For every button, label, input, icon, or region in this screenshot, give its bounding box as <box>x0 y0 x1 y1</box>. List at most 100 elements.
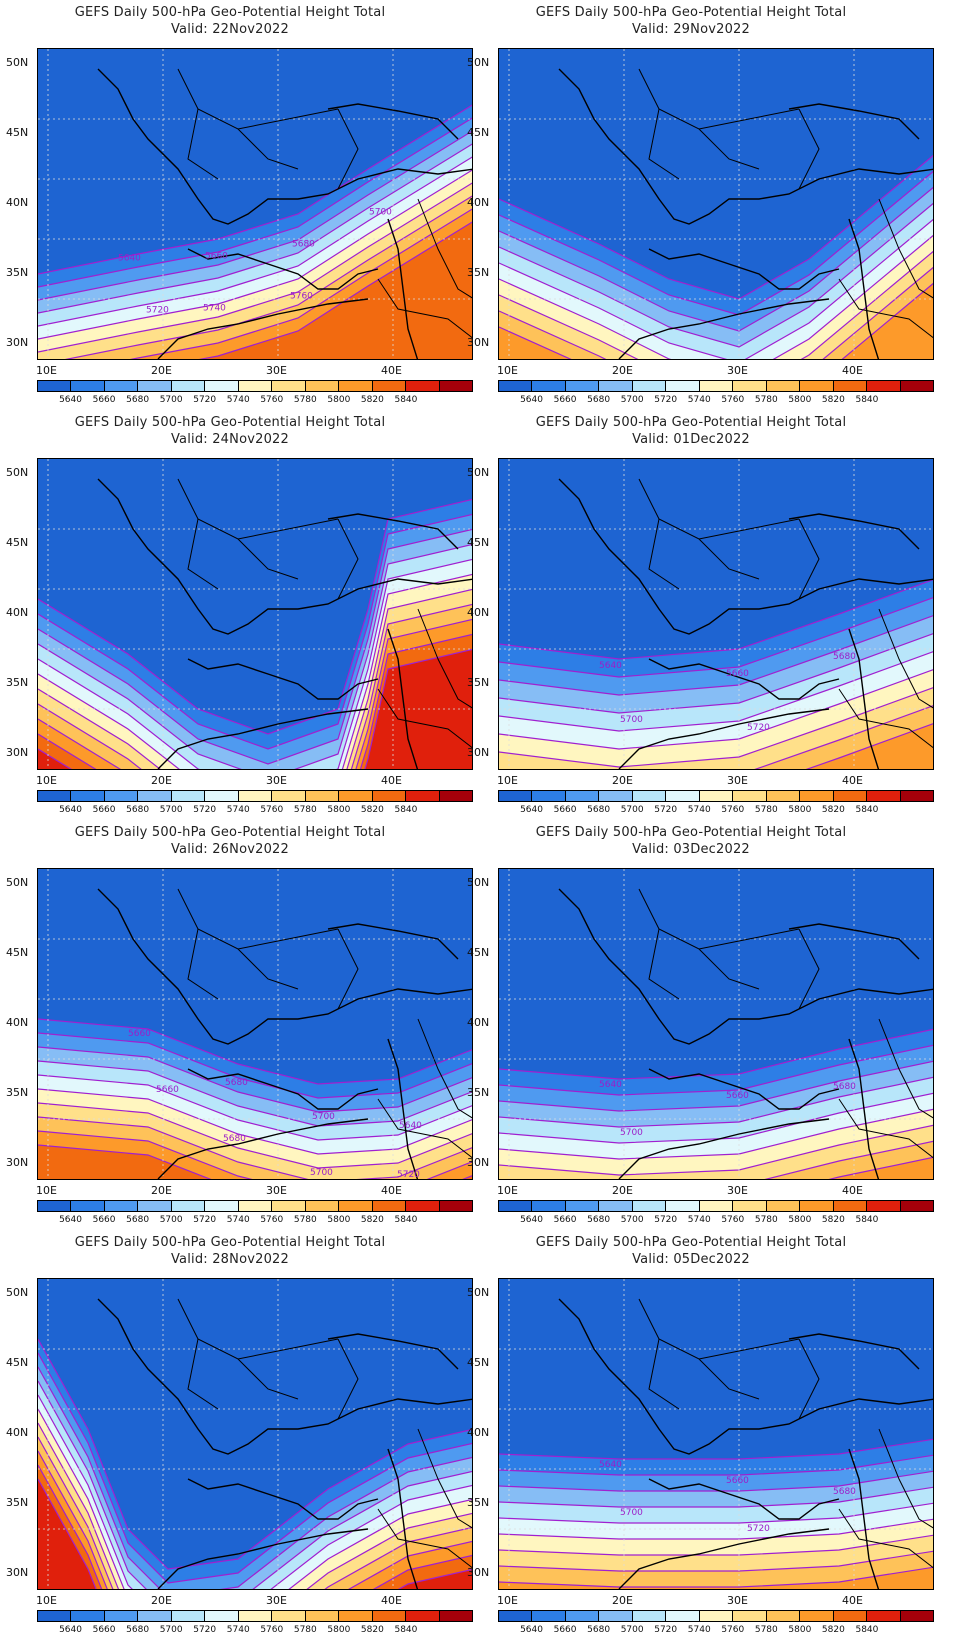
band-fill <box>38 1145 472 1179</box>
contour-line <box>38 1130 472 1179</box>
panel-valid-date: Valid: 26Nov2022 <box>170 842 290 857</box>
colorbar <box>37 790 473 802</box>
colorbar-tick-label: 5740 <box>226 1215 250 1225</box>
lat-label: 50N <box>6 876 29 889</box>
colorbar-swatch <box>766 791 801 801</box>
colorbar-tick-label: 5760 <box>260 805 284 815</box>
colorbar-swatch <box>71 381 105 391</box>
contour-label: 5640 <box>118 254 141 264</box>
contour-line <box>38 1394 472 1589</box>
colorbar-tick-label: 5780 <box>293 805 317 815</box>
contour-line <box>64 195 472 359</box>
colorbar-swatch <box>532 791 566 801</box>
contour-line <box>38 130 472 301</box>
lat-label: 45N <box>467 1356 490 1369</box>
lat-label: 40N <box>467 1016 490 1029</box>
contour-line <box>38 1338 472 1570</box>
contour-line <box>38 1408 472 1589</box>
contour-label: 5700 <box>620 1128 643 1138</box>
colorbar-swatch <box>766 381 801 391</box>
colorbar-tick-label: 5700 <box>620 1215 644 1225</box>
coastline <box>97 68 472 359</box>
colorbar-tick-label: 5640 <box>520 1625 543 1635</box>
colorbar-swatch <box>372 1611 407 1621</box>
colorbar-tick-label: 5800 <box>788 805 812 815</box>
panel-valid-date: Valid: 03Dec2022 <box>632 842 750 857</box>
contour-line <box>38 498 472 735</box>
contour-line <box>38 603 472 769</box>
contour-label: 5700 <box>369 208 392 218</box>
colorbar-swatch <box>499 1611 533 1621</box>
band-fill <box>38 1409 472 1589</box>
colorbar-tick-label: 5820 <box>821 805 845 815</box>
colorbar-tick-label: 5660 <box>553 805 577 815</box>
contour-label: 5640 <box>399 1121 422 1131</box>
colorbar-tick-label: 5680 <box>587 1215 611 1225</box>
band-fill <box>38 1479 472 1589</box>
colorbar-tick-label: 5740 <box>226 395 250 405</box>
contour-line <box>38 156 472 327</box>
colorbar-swatch <box>565 381 600 391</box>
coastline <box>558 888 933 1179</box>
contour-line <box>38 618 472 769</box>
colorbar-swatch <box>733 1611 767 1621</box>
colorbar-swatch <box>238 1201 273 1211</box>
map-plot: 5640 5660 5680 5700 5720 5740 5760 <box>37 48 473 360</box>
colorbar-tick-label: 5700 <box>620 1625 644 1635</box>
lon-label: 10E <box>497 364 518 377</box>
colorbar-swatch <box>406 1201 440 1211</box>
contour-label: 5640 <box>599 661 622 671</box>
contour-line <box>38 169 472 340</box>
colorbar-swatch <box>565 1201 600 1211</box>
contour-label: 5740 <box>203 304 226 314</box>
height-field: 5640 5660 5680 5700 <box>499 869 933 1179</box>
colorbar-tick-label: 5840 <box>394 395 418 405</box>
contour-line <box>499 633 933 714</box>
lat-label: 50N <box>467 56 490 69</box>
lon-label: 10E <box>36 1184 57 1197</box>
colorbar-tick-label: 5720 <box>193 1625 217 1635</box>
contour-label: 5720 <box>397 1170 420 1180</box>
colorbar-tick-label: 5740 <box>687 805 711 815</box>
colorbar-swatch <box>238 1611 273 1621</box>
colorbar-swatch <box>800 1201 834 1211</box>
contour-line <box>38 1478 472 1589</box>
panel-valid-date: Valid: 24Nov2022 <box>170 432 290 447</box>
colorbar-tick-label: 5760 <box>260 1625 284 1635</box>
colorbar-tick-label: 5800 <box>327 395 351 405</box>
contour-line <box>38 573 472 769</box>
contour-line <box>38 1436 472 1589</box>
colorbar-swatch <box>439 791 473 801</box>
lat-label: 40N <box>6 1426 29 1439</box>
lon-label: 30E <box>266 774 287 787</box>
colorbar-swatch <box>272 791 306 801</box>
contour-line <box>38 1144 472 1179</box>
colorbar-swatch <box>372 381 407 391</box>
contour-label: 5680 <box>833 1082 856 1092</box>
colorbar-swatch <box>599 1611 633 1621</box>
lon-label: 10E <box>497 1594 518 1607</box>
lon-label: 10E <box>497 774 518 787</box>
lon-label: 20E <box>612 1594 633 1607</box>
contour-line <box>499 1566 933 1588</box>
colorbar-swatch <box>833 791 868 801</box>
colorbar-swatch <box>305 1201 340 1211</box>
colorbar-swatch <box>666 1611 700 1621</box>
height-field: 5660 5680 5700 5640 5660 5680 5700 5720 <box>38 869 472 1180</box>
height-field: 5640 5660 5680 5700 5720 <box>499 1279 933 1589</box>
colorbar-tick-label: 5680 <box>587 395 611 405</box>
colorbar-swatch <box>272 1611 306 1621</box>
contour-label: 5660 <box>205 252 228 262</box>
contour-label: 5760 <box>290 292 313 302</box>
lat-label: 40N <box>6 196 29 209</box>
contour-line <box>499 170 933 316</box>
colorbar-tick-label: 5820 <box>821 1215 845 1225</box>
colorbar-tick-label: 5760 <box>721 805 745 815</box>
height-field <box>499 49 933 359</box>
panel-title: GEFS Daily 500-hPa Geo-Potential Height … <box>535 825 847 840</box>
panel-title: GEFS Daily 500-hPa Geo-Potential Height … <box>74 415 386 430</box>
contour-line <box>499 154 933 300</box>
contour-line <box>499 218 933 359</box>
colorbar-swatch <box>867 1611 901 1621</box>
lon-label: 40E <box>842 1184 863 1197</box>
